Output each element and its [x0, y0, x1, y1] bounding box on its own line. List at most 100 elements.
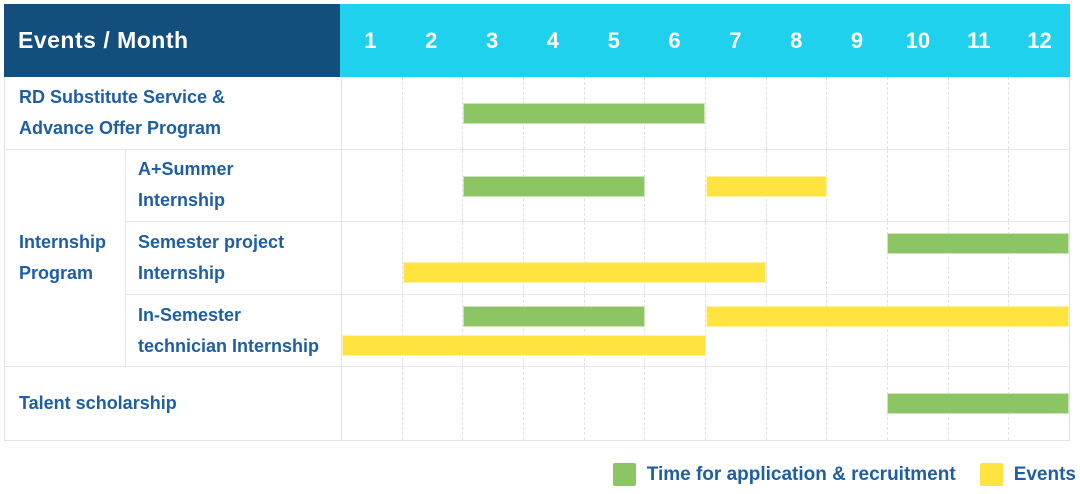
group-label-internship-program: Internship Program	[5, 149, 126, 368]
month-grid-slot	[523, 222, 584, 294]
chart-row-rd-substitute-service	[341, 77, 1069, 150]
month-header: 11	[967, 27, 991, 53]
month-header: 2	[425, 27, 438, 53]
month-header: 5	[607, 27, 620, 53]
events-month-header-cell: Events / Month	[4, 4, 340, 77]
month-grid-slot	[583, 367, 645, 440]
month-grid-slot	[765, 222, 827, 294]
row-label-talent-scholarship: Talent scholarship	[5, 367, 341, 440]
month-grid-slot	[705, 77, 766, 149]
application-period-bar	[463, 305, 645, 327]
month-grid-slot	[523, 294, 584, 367]
month-grid-slot	[765, 367, 827, 440]
month-header: 1	[364, 27, 377, 53]
row-label-line: A+Summer	[138, 159, 234, 180]
row-label-line: RD Substitute Service &	[19, 86, 226, 107]
month-grid-slot	[947, 77, 1009, 149]
month-grid-slot	[826, 77, 887, 149]
row-label-a-plus-summer-internship: A+Summer Internship	[126, 150, 341, 223]
month-grid-slot	[523, 367, 584, 440]
month-grid-slot	[1008, 77, 1069, 149]
row-label-line: Talent scholarship	[19, 393, 177, 414]
month-grid-slot	[765, 77, 827, 149]
month-grid-slot	[462, 294, 523, 367]
table-header-row: Events / Month 1 2 3 4 5 6 7 8 9 10 11 1…	[4, 4, 1070, 77]
month-grid-slot	[947, 222, 1009, 294]
row-label-in-semester-technician-internship: In-Semester technician Internship	[126, 295, 341, 368]
month-grid-slot	[342, 77, 402, 149]
month-header: 7	[729, 27, 742, 53]
month-header: 9	[850, 27, 864, 53]
events-period-bar	[402, 262, 767, 284]
events-period-bar	[705, 175, 827, 197]
month-grid-slot	[462, 222, 523, 294]
month-grid-slot	[583, 222, 645, 294]
month-grid-slot	[462, 77, 523, 149]
month-grid-slot	[401, 367, 463, 440]
month-grid-slot	[887, 222, 948, 294]
month-header: 8	[790, 27, 803, 53]
group-label-line: Program	[19, 262, 94, 283]
month-grid-slot	[705, 222, 766, 294]
month-grid-slot	[1008, 222, 1069, 294]
group-label-line: Internship	[19, 231, 107, 252]
legend: Time for application & recruitment Event…	[612, 463, 1076, 486]
events-month-table: Events / Month 1 2 3 4 5 6 7 8 9 10 11 1…	[4, 4, 1070, 441]
month-header: 3	[485, 27, 499, 53]
month-header-strip: 1 2 3 4 5 6 7 8 9 10 11 12	[340, 4, 1070, 77]
month-header: 6	[668, 27, 681, 53]
month-grid-slot	[947, 149, 1009, 222]
month-grid-slot	[1008, 294, 1069, 367]
events-period-bar	[705, 305, 1069, 327]
month-grid-slot	[342, 222, 402, 294]
application-period-bar	[887, 233, 1069, 255]
application-period-bar	[463, 175, 645, 197]
events-period-bar	[342, 334, 706, 356]
row-label-semester-project-internship: Semester project Internship	[126, 222, 341, 295]
row-label-line: Semester project	[138, 231, 285, 252]
month-grid-slot	[644, 294, 705, 367]
month-header: 10	[905, 27, 931, 53]
application-period-bar	[463, 103, 706, 124]
month-grid-slot	[401, 294, 463, 367]
month-grid-slot	[644, 149, 705, 222]
month-grid-slot	[947, 294, 1009, 367]
chart-row-talent-scholarship	[341, 367, 1069, 440]
month-grid-slot	[342, 150, 402, 222]
table-body: RD Substitute Service & Advance Offer Pr…	[4, 77, 1070, 441]
events-month-header-label: Events / Month	[18, 27, 189, 53]
row-label-line: Internship	[138, 262, 226, 283]
month-grid-slot	[705, 367, 766, 440]
month-grid-slot	[401, 77, 463, 149]
month-grid-slot	[583, 294, 645, 367]
month-grid-slot	[644, 367, 705, 440]
month-grid-slot	[887, 149, 948, 222]
month-grid-slot	[401, 149, 463, 222]
month-grid-slot	[887, 77, 948, 149]
row-label-line: technician Internship	[138, 335, 320, 356]
month-header: 12	[1027, 27, 1052, 53]
chart-row-semester-project-internship	[341, 222, 1069, 295]
month-grid-slot	[342, 367, 402, 440]
legend-item-application: Time for application & recruitment	[612, 463, 956, 486]
month-grid-slot	[826, 367, 887, 440]
month-grid-slot	[462, 367, 523, 440]
legend-events-label: Events	[1013, 463, 1076, 485]
legend-item-events: Events	[979, 463, 1076, 486]
row-label-line: Internship	[138, 190, 226, 211]
chart-row-in-semester-technician-internship	[341, 294, 1069, 368]
application-green-swatch-icon	[612, 463, 636, 486]
month-grid-slot	[826, 294, 887, 367]
month-grid-slot	[826, 222, 887, 294]
month-grid-slot	[1008, 149, 1069, 222]
month-grid-slot	[826, 149, 887, 222]
events-yellow-swatch-icon	[979, 463, 1003, 486]
row-label-rd-substitute-service: RD Substitute Service & Advance Offer Pr…	[5, 77, 341, 150]
month-grid-slot	[401, 222, 463, 294]
month-grid-slot	[644, 222, 705, 294]
chart-row-a-plus-summer-internship	[341, 149, 1069, 223]
row-label-line: In-Semester	[138, 304, 242, 325]
legend-application-label: Time for application & recruitment	[646, 463, 956, 485]
month-grid-slot	[462, 149, 523, 222]
